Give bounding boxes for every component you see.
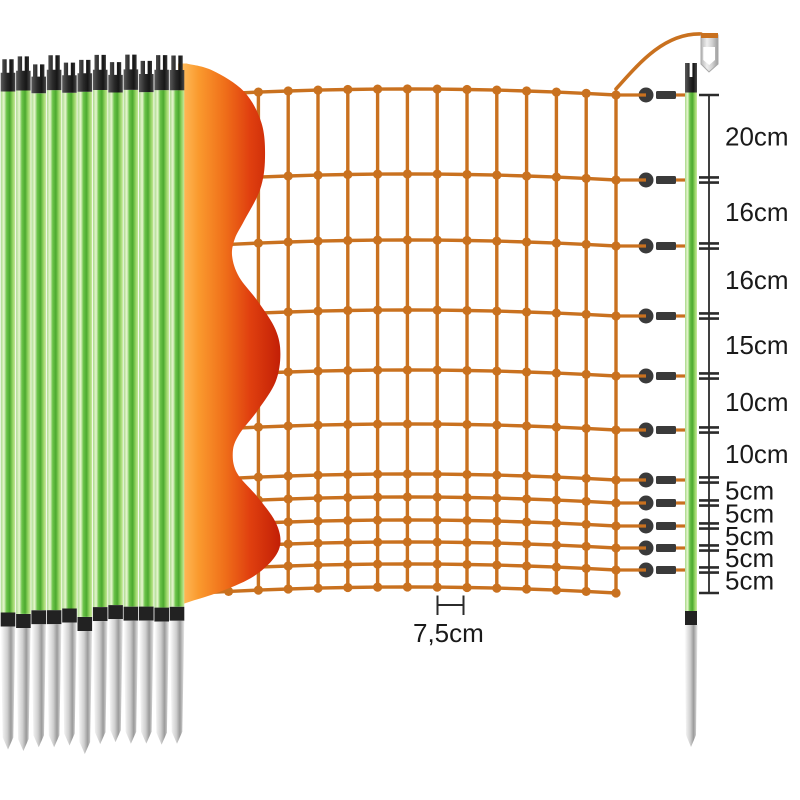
svg-text:5cm: 5cm: [725, 566, 774, 596]
svg-text:20cm: 20cm: [725, 122, 789, 152]
svg-text:15cm: 15cm: [725, 330, 789, 360]
svg-text:7,5cm: 7,5cm: [413, 618, 484, 648]
svg-text:10cm: 10cm: [725, 439, 789, 469]
svg-text:10cm: 10cm: [725, 387, 789, 417]
svg-text:16cm: 16cm: [725, 265, 789, 295]
svg-text:16cm: 16cm: [725, 197, 789, 227]
